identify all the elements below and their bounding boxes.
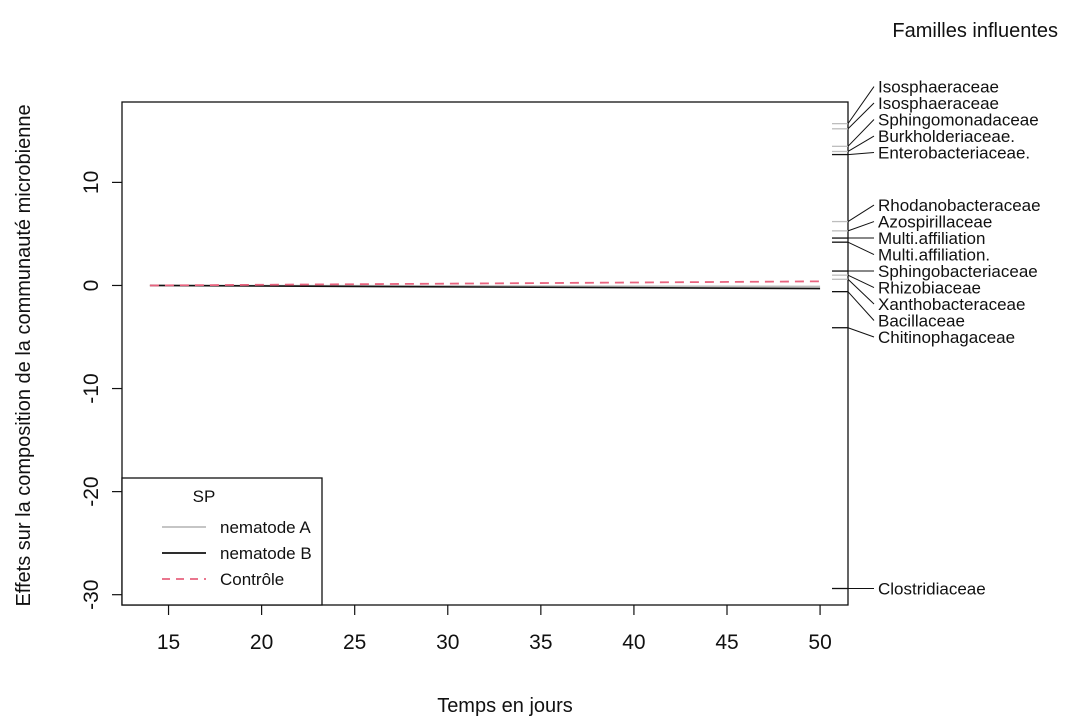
family-connector — [847, 274, 875, 288]
legend-title: SP — [193, 487, 216, 506]
x-axis: 15 20 25 30 35 40 45 50 — [157, 605, 832, 654]
x-tick-label: 35 — [529, 631, 552, 654]
family-connector — [847, 102, 875, 130]
plot-frame — [121, 101, 849, 606]
family-label: Clostridiaceae — [878, 580, 986, 599]
x-tick-label: 20 — [250, 631, 273, 654]
series-line-2 — [149, 284, 821, 290]
family-connector — [847, 152, 875, 156]
x-tick-label: 50 — [808, 631, 831, 654]
family-connector — [847, 119, 875, 147]
family-label: Azospirillaceae — [878, 213, 992, 232]
family-connector — [847, 241, 875, 256]
family-connector — [847, 278, 875, 305]
family-label: Isosphaeraceae — [878, 94, 999, 113]
y-tick-label: 0 — [80, 280, 103, 292]
family-label: Bacillaceae — [878, 312, 965, 331]
family-label: Multi.affiliation — [878, 229, 985, 248]
x-tick-label: 30 — [436, 631, 459, 654]
family-label: Multi.affiliation. — [878, 246, 990, 265]
y-axis: -30 -20 -10 0 10 — [80, 171, 122, 610]
y-tick-label: 10 — [80, 171, 103, 194]
family-connector — [847, 135, 875, 152]
x-axis-title: Temps en jours — [437, 695, 573, 717]
family-label: Enterobacteriaceae. — [878, 144, 1030, 163]
families-panel-title: Familles influentes — [892, 20, 1058, 42]
x-tick-label: 25 — [343, 631, 366, 654]
family-label: Rhodanobacteraceae — [878, 196, 1041, 215]
family-connector — [847, 221, 875, 232]
y-tick-label: -30 — [80, 580, 103, 610]
legend-label: nematode B — [220, 544, 312, 563]
y-axis-title: Effets sur la composition de la communau… — [13, 104, 35, 606]
family-connector — [847, 327, 875, 338]
y-tick-label: -10 — [80, 373, 103, 403]
x-tick-label: 40 — [622, 631, 645, 654]
y-tick-label: -20 — [80, 476, 103, 506]
family-label: Burkholderiaceae. — [878, 127, 1015, 146]
family-label: Sphingobacteriaceae — [878, 262, 1038, 281]
family-label: Chitinophagaceae — [878, 328, 1015, 347]
family-label: Sphingomonadaceae — [878, 111, 1039, 130]
family-label: Isosphaeraceae — [878, 78, 999, 97]
family-connector — [847, 291, 875, 321]
series-line-3 — [149, 280, 821, 287]
x-tick-label: 15 — [157, 631, 180, 654]
families-panel: IsosphaeraceaeIsosphaeraceaeSphingomonad… — [832, 78, 1041, 599]
legend-label: Contrôle — [220, 570, 284, 589]
family-connector — [847, 204, 875, 222]
series-layer — [149, 280, 821, 290]
family-label: Rhizobiaceae — [878, 279, 981, 298]
legend-label: nematode A — [220, 518, 311, 537]
x-tick-label: 45 — [715, 631, 738, 654]
legend-box — [121, 477, 323, 606]
family-connector — [847, 86, 875, 124]
family-label: Xanthobacteraceae — [878, 295, 1025, 314]
